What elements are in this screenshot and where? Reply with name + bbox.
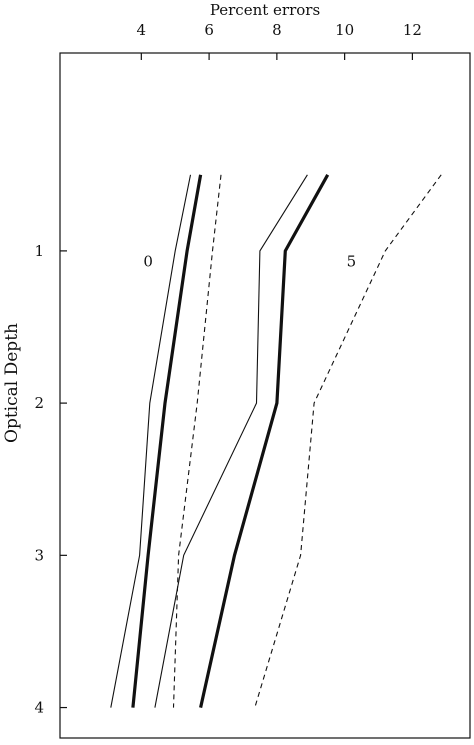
x-axis-ticks: 4 6 8 10 12 <box>137 21 422 60</box>
x-tick-label: 4 <box>137 21 147 39</box>
series-line-5-thin <box>154 174 308 708</box>
group-annotation: 5 <box>347 253 357 271</box>
y-tick-label: 3 <box>34 546 44 564</box>
y-tick-label: 1 <box>34 242 44 260</box>
x-tick-label: 6 <box>204 21 214 39</box>
series-line-5-thick <box>199 174 330 708</box>
x-tick-label: 12 <box>403 21 422 39</box>
y-tick-label: 2 <box>34 394 44 412</box>
x-tick-label: 10 <box>335 21 354 39</box>
group-annotation: 0 <box>143 253 153 271</box>
y-axis-ticks: 1 2 3 4 <box>34 242 67 717</box>
y-axis-label: Optical Depth <box>2 323 22 443</box>
series-line-0-dashed <box>172 174 222 708</box>
series-line-5-dashed <box>254 174 442 708</box>
y-tick-label: 4 <box>34 699 44 717</box>
series-layer <box>110 174 442 708</box>
series-line-0-thin <box>110 174 192 708</box>
plot-frame <box>59 52 471 739</box>
series-line-0-thick <box>131 174 203 708</box>
x-tick-label: 8 <box>272 21 282 39</box>
x-axis-label: Percent errors <box>210 1 320 19</box>
